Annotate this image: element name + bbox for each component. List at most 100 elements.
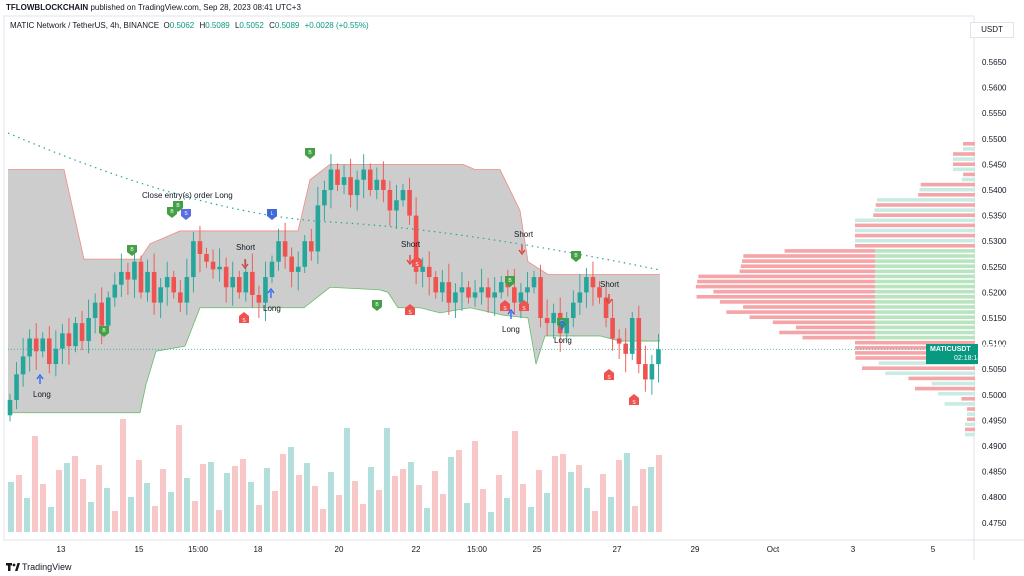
profile-bar — [875, 310, 975, 314]
candle-body — [132, 261, 137, 280]
volume-bar — [440, 494, 446, 532]
volume-bar — [640, 469, 646, 532]
buy-marker-letter: B — [508, 278, 512, 284]
profile-bar — [855, 351, 975, 355]
profile-bar — [918, 193, 975, 197]
sell-marker-letter: S — [408, 310, 412, 316]
profile-bar — [875, 330, 975, 335]
volume-bar — [496, 475, 502, 532]
candle-body — [459, 287, 465, 293]
price-tick-label: 0.5300 — [982, 237, 1007, 246]
volume-bar — [184, 478, 190, 532]
volume-bar — [416, 485, 422, 532]
volume-bar — [656, 455, 662, 532]
arrow-head — [558, 319, 566, 326]
candle-body — [446, 282, 452, 303]
candle-body — [492, 292, 497, 298]
volume-bar — [264, 468, 270, 532]
candle-body — [623, 343, 628, 354]
change-value: +0.0028 (+0.55%) — [304, 21, 369, 30]
candle-body — [92, 302, 98, 318]
price-tick-label: 0.4900 — [982, 442, 1007, 451]
candle-body — [584, 277, 589, 293]
sell-marker-shape — [239, 312, 249, 323]
profile-bar — [875, 259, 975, 263]
volume-bar — [336, 495, 342, 532]
candle-body — [407, 190, 412, 216]
candle-body — [571, 302, 576, 318]
currency-label[interactable]: USDT — [970, 22, 1014, 38]
profile-bar — [875, 284, 975, 289]
candle-body — [14, 374, 19, 400]
short-arrow-icon — [241, 259, 249, 270]
candle-body — [256, 294, 262, 303]
sell-marker: S — [500, 300, 510, 312]
label-long: Long — [502, 325, 520, 334]
volume-bar — [320, 509, 326, 532]
price-tick-label: 0.5650 — [982, 58, 1007, 67]
price-tick-label: 0.5000 — [982, 391, 1007, 400]
sell-marker-letter: S — [415, 262, 419, 268]
candle-body — [394, 200, 399, 211]
low-value: 0.5052 — [239, 21, 264, 30]
sell-marker-shape — [604, 369, 614, 380]
profile-bar — [743, 305, 875, 309]
sell-marker-shape — [405, 304, 415, 315]
candle-body — [250, 271, 255, 295]
volume-bar — [200, 464, 206, 532]
brand-name[interactable]: TradingView — [22, 562, 72, 572]
symbol-title[interactable]: MATIC Network / TetherUS, 4h, BINANCE — [10, 21, 160, 30]
arrow-head — [267, 287, 275, 294]
volume-bar — [144, 483, 150, 532]
candle-body — [531, 277, 537, 288]
profile-bar — [855, 223, 975, 228]
candle-body — [79, 323, 85, 342]
arrow-head — [518, 249, 526, 256]
low-label: L — [234, 21, 240, 30]
candle-body — [217, 266, 222, 270]
sell-marker-shape — [519, 300, 529, 311]
price-chart[interactable]: BBBBBBBBBSLSSSSSSSLongLongLongLongShortS… — [0, 14, 1024, 560]
volume-bar — [576, 465, 582, 532]
sell-marker: S — [405, 304, 415, 316]
short-arrow-icon — [406, 255, 414, 266]
price-tick-label: 0.4950 — [982, 416, 1007, 425]
profile-bar — [875, 300, 975, 304]
profile-bar — [855, 340, 975, 345]
tradingview-logo-icon[interactable] — [6, 562, 20, 572]
volume-bar — [632, 506, 638, 532]
profile-bar — [779, 330, 875, 335]
profile-bar — [920, 182, 975, 187]
profile-bar — [874, 208, 975, 212]
profile-bar — [961, 177, 975, 182]
volume-bar — [376, 490, 382, 532]
candle-body — [643, 364, 648, 380]
volume-bar — [64, 463, 70, 532]
volume-bar — [560, 454, 566, 532]
buy-marker-letter: B — [176, 203, 180, 209]
author-name[interactable]: TFLOWBLOCKCHAIN — [6, 3, 89, 12]
candle-body — [138, 261, 144, 293]
volume-bar — [192, 501, 198, 532]
candle-body — [354, 179, 360, 196]
price-tick-label: 0.5550 — [982, 109, 1007, 118]
label-long: Long — [33, 390, 51, 399]
profile-bar — [965, 427, 975, 432]
buy-marker-shape — [99, 326, 109, 337]
profile-bar — [861, 366, 975, 370]
volume-bar — [32, 436, 38, 532]
profile-bar — [698, 274, 875, 279]
trend-line-dotted — [7, 132, 661, 271]
volume-bar — [400, 469, 406, 532]
profile-bar — [742, 259, 875, 263]
candle-body — [616, 338, 622, 344]
profile-bar — [855, 233, 975, 238]
volume-bar — [72, 456, 78, 532]
short-arrow-icon — [605, 294, 613, 305]
label-short: Short — [600, 280, 620, 289]
volume-bar — [88, 502, 94, 532]
long-arrow-icon — [558, 319, 566, 330]
profile-bar — [876, 198, 975, 202]
profile-bar — [802, 335, 875, 340]
current-price-value: 0.5089 — [982, 343, 1007, 352]
